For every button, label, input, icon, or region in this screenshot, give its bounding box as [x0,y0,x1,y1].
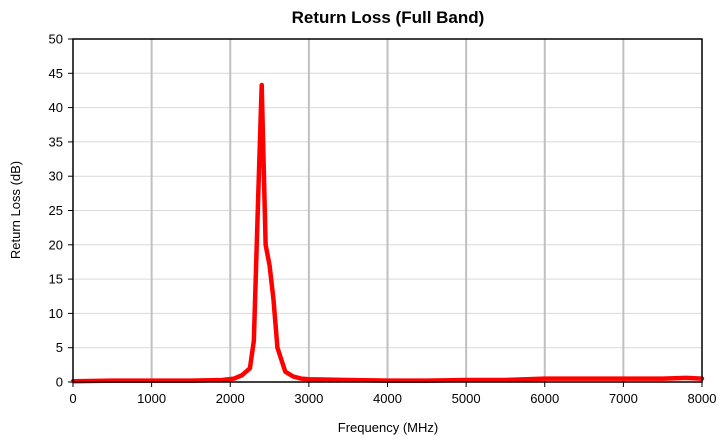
plot-area-frame [72,38,703,383]
x-tick-label: 0 [69,391,76,406]
y-tick-label: 30 [49,169,63,184]
y-tick-label: 10 [49,306,63,321]
y-tick-label: 15 [49,272,63,287]
y-axis-label: Return Loss (dB) [8,161,23,259]
y-tick-label: 20 [49,237,63,252]
series-line [70,82,705,384]
y-tick-label: 0 [56,375,63,390]
y-tick-label: 25 [49,203,63,218]
y-tick-label: 40 [49,100,63,115]
tick-labels: 0 5 10 15 20 25 30 35 40 45 50 0 1000 2000 3000 4000 500… [49,32,717,407]
x-tick-label: 1000 [137,391,166,406]
grid-lines [73,39,702,382]
chart-title: Return Loss (Full Band) [292,8,485,27]
x-tick-label: 7000 [609,391,638,406]
x-tick-label: 3000 [294,391,323,406]
x-tick-label: 2000 [216,391,245,406]
x-axis-label: Frequency (MHz) [338,420,438,435]
y-tick-label: 35 [49,134,63,149]
x-tick-label: 6000 [530,391,559,406]
y-tick-label: 5 [56,340,63,355]
x-tick-label: 8000 [688,391,717,406]
series-layer [70,82,705,384]
x-tick-label: 4000 [373,391,402,406]
y-tick-label: 50 [49,32,63,47]
y-tick-label: 45 [49,66,63,81]
x-tick-label: 5000 [452,391,481,406]
